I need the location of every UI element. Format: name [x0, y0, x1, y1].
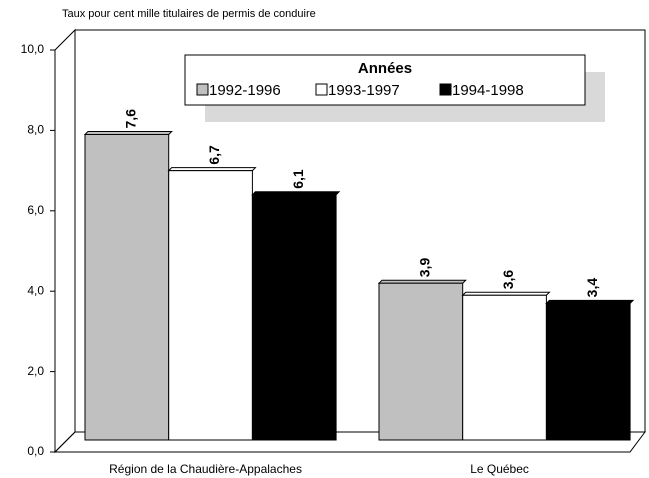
- y-tick-label: 8,0: [27, 123, 44, 137]
- bar: [251, 194, 337, 441]
- value-label: 7,6: [123, 109, 139, 129]
- y-tick-label: 4,0: [27, 283, 44, 297]
- value-label: 3,6: [500, 270, 516, 290]
- value-label: 3,4: [584, 278, 600, 298]
- y-tick-label: 10,0: [21, 42, 45, 56]
- legend-swatch: [196, 83, 209, 96]
- legend-label: 1992-1996: [209, 82, 281, 99]
- bar: [84, 133, 170, 441]
- bar: [168, 170, 253, 441]
- y-axis-label: Taux pour cent mille titulaires de permi…: [62, 8, 316, 20]
- legend-title: Années: [358, 60, 412, 77]
- y-tick-label: 2,0: [27, 364, 44, 378]
- y-tick-label: 0,0: [27, 444, 44, 458]
- legend-swatch: [315, 83, 328, 96]
- plot-frame: [53, 28, 646, 454]
- legend: [184, 54, 586, 106]
- x-tick-label: Le Québec: [470, 462, 529, 476]
- value-label: 3,9: [417, 258, 433, 278]
- value-label: 6,7: [206, 145, 222, 165]
- bar: [378, 282, 464, 441]
- legend-label: 1993-1997: [328, 82, 400, 99]
- y-tick-label: 6,0: [27, 203, 44, 217]
- bar: [462, 294, 547, 441]
- x-tick-label: Région de la Chaudière-Appalaches: [109, 462, 302, 476]
- legend-label: 1994-1998: [452, 82, 524, 99]
- floor: [53, 431, 646, 453]
- value-label: 6,1: [290, 169, 306, 189]
- legend-swatch: [439, 83, 452, 96]
- left-wall: [54, 28, 76, 454]
- bar: [545, 302, 631, 441]
